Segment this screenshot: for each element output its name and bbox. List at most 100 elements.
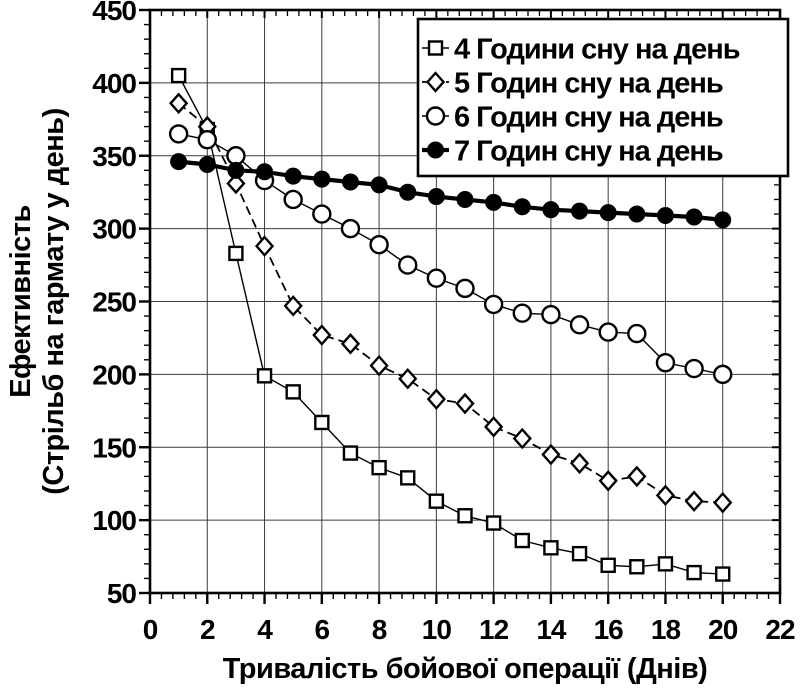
legend-item-series-7h-sleep: 7 Годин сну на день (422, 136, 724, 168)
filled-circle-marker (542, 201, 560, 219)
diamond-marker (484, 416, 504, 438)
diamond-marker (398, 367, 418, 390)
circle-marker (369, 234, 389, 255)
x-axis-tick-label: 20 (708, 614, 738, 645)
y-axis-tick-label: 50 (107, 578, 137, 609)
circle-marker (512, 303, 532, 323)
x-axis-tick-labels: 0 2 4 6 8 10 12 14 16 18 20 22 (143, 614, 796, 645)
circle-marker (455, 278, 475, 299)
legend-box (416, 17, 790, 178)
legend-label: 6 Годин сну на день (454, 102, 723, 134)
filled-circle-marker (628, 205, 646, 223)
y-axis-tick-label: 350 (92, 141, 136, 172)
square-marker (657, 556, 674, 572)
x-axis-tick-label: 6 (315, 614, 330, 645)
diamond-marker (455, 392, 475, 415)
filled-circle-marker (427, 141, 444, 159)
square-marker (600, 557, 616, 574)
square-marker (457, 508, 473, 524)
x-axis-title: Тривалість бойової операції (Днів) (223, 653, 708, 685)
circle-marker (226, 146, 246, 166)
filled-circle-marker (456, 190, 474, 208)
square-marker (571, 545, 588, 562)
circle-marker (483, 294, 504, 315)
filled-circle-marker (313, 170, 331, 188)
square-marker (342, 445, 359, 461)
y-axis-tick-label: 200 (92, 359, 136, 390)
circle-marker (684, 358, 704, 379)
x-axis-tick-label: 10 (422, 614, 452, 645)
circle-marker (283, 189, 303, 210)
filled-circle-marker (714, 211, 732, 229)
square-marker (170, 67, 187, 84)
circle-marker (598, 322, 618, 342)
filled-circle-marker (341, 173, 359, 191)
x-axis-tick-label: 12 (479, 614, 509, 645)
square-marker (256, 368, 273, 384)
square-marker (371, 459, 387, 476)
circle-marker (655, 353, 676, 373)
diamond-marker (569, 452, 590, 475)
diamond-marker (425, 71, 446, 93)
series-7h-sleep (170, 153, 732, 229)
filled-circle-marker (599, 204, 617, 222)
square-marker (715, 566, 731, 582)
filled-circle-marker (427, 188, 445, 206)
filled-circle-marker (256, 163, 274, 181)
circle-marker (713, 364, 733, 385)
series-5h-sleep (169, 92, 733, 514)
y-axis-title-line1: Ефективність (5, 205, 37, 398)
circle-marker (425, 106, 446, 126)
y-axis-tick-label: 300 (92, 214, 136, 245)
y-axis-tick-label: 250 (92, 287, 136, 318)
x-axis-tick-label: 2 (200, 614, 215, 645)
diamond-marker (684, 490, 704, 512)
diamond-marker (627, 465, 647, 488)
filled-circle-marker (284, 167, 302, 185)
square-marker (485, 515, 502, 531)
square-marker (314, 414, 330, 431)
circle-marker (197, 130, 217, 150)
legend-label: 7 Годин сну на день (454, 136, 723, 168)
diamond-marker (283, 295, 303, 317)
x-axis-tick-label: 16 (594, 614, 624, 645)
square-marker (427, 40, 444, 56)
x-axis-tick-label: 8 (372, 614, 387, 645)
x-axis-tick-label: 22 (765, 614, 795, 645)
legend-label: 4 Години сну на день (454, 34, 740, 66)
legend-item-series-4h-sleep: 4 Години сну на день (422, 34, 741, 66)
plot-border (148, 8, 782, 595)
diamond-marker (541, 443, 561, 466)
circle-marker (541, 304, 561, 325)
legend-item-series-5h-sleep: 5 Годин сну на день (422, 68, 724, 100)
circle-marker (627, 323, 647, 344)
square-marker (400, 470, 416, 486)
diamond-marker (226, 172, 246, 195)
series-line (178, 102, 723, 504)
square-marker (543, 540, 559, 556)
filled-circle-marker (198, 155, 216, 173)
diamond-marker (512, 427, 532, 450)
circle-marker (426, 268, 447, 288)
filled-circle-marker (170, 153, 188, 171)
circle-marker (312, 204, 332, 224)
filled-circle-marker (571, 202, 589, 220)
circle-marker (398, 255, 418, 275)
square-marker (428, 493, 445, 509)
y-axis-tick-label: 150 (92, 432, 136, 463)
diamond-marker (312, 324, 332, 346)
circle-marker (340, 218, 361, 239)
y-axis-tick-label: 400 (92, 68, 136, 99)
filled-circle-marker (685, 208, 703, 226)
square-marker (228, 245, 244, 262)
square-marker (686, 564, 702, 581)
diamond-marker (598, 469, 618, 492)
y-axis-tick-labels: 50 100 150 200 250 300 350 400 450 (92, 0, 137, 609)
diamond-marker (713, 491, 733, 514)
legend-item-series-6h-sleep: 6 Годин сну на день (422, 102, 724, 134)
diamond-marker (169, 92, 189, 115)
filled-circle-marker (227, 161, 245, 179)
